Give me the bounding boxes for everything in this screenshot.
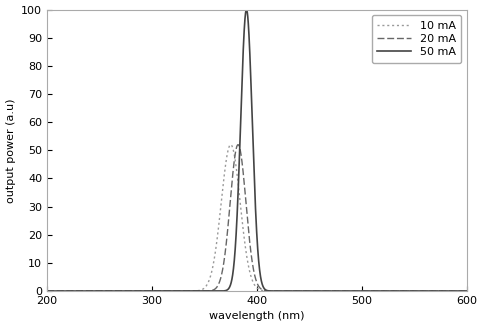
50 mA xyxy=(69,289,75,293)
20 mA xyxy=(61,289,67,293)
10 mA xyxy=(249,278,255,282)
Y-axis label: output power (a.u): output power (a.u) xyxy=(6,98,15,202)
10 mA xyxy=(44,289,50,293)
20 mA xyxy=(442,289,448,293)
Line: 50 mA: 50 mA xyxy=(47,9,467,291)
10 mA xyxy=(61,289,67,293)
50 mA xyxy=(44,289,50,293)
Line: 20 mA: 20 mA xyxy=(47,145,467,291)
10 mA xyxy=(127,289,132,293)
10 mA xyxy=(69,289,75,293)
50 mA xyxy=(442,289,448,293)
50 mA xyxy=(249,121,255,125)
X-axis label: wavelength (nm): wavelength (nm) xyxy=(209,311,305,321)
10 mA xyxy=(442,289,448,293)
20 mA xyxy=(69,289,75,293)
50 mA xyxy=(464,289,470,293)
50 mA xyxy=(61,289,67,293)
10 mA xyxy=(464,289,470,293)
Line: 10 mA: 10 mA xyxy=(47,145,467,291)
20 mA xyxy=(235,143,241,146)
20 mA xyxy=(46,289,52,293)
50 mA xyxy=(243,8,249,11)
20 mA xyxy=(464,289,470,293)
20 mA xyxy=(249,261,255,265)
20 mA xyxy=(127,289,132,293)
20 mA xyxy=(44,289,50,293)
Legend: 10 mA, 20 mA, 50 mA: 10 mA, 20 mA, 50 mA xyxy=(372,15,461,63)
10 mA xyxy=(228,143,234,146)
50 mA xyxy=(46,289,52,293)
50 mA xyxy=(127,289,132,293)
10 mA xyxy=(46,289,52,293)
